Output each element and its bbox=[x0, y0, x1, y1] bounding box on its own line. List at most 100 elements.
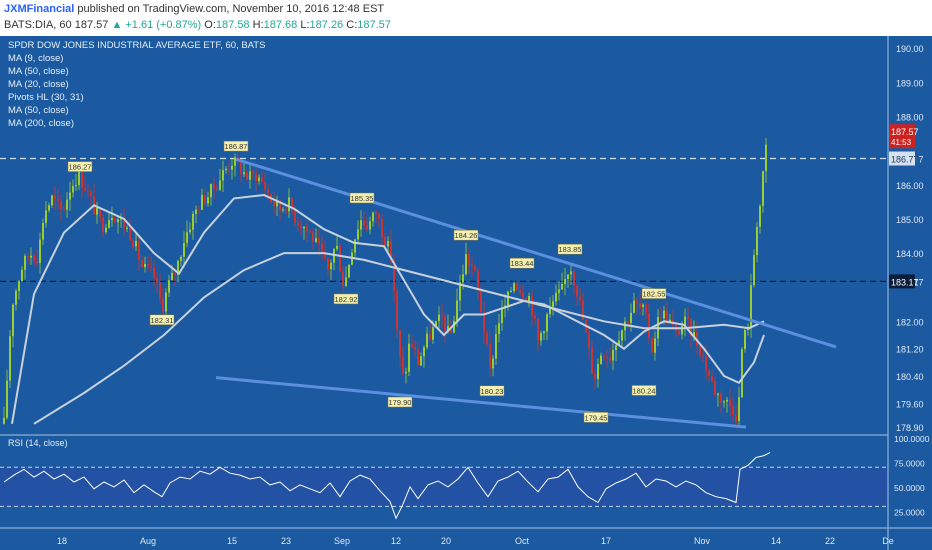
candle-body bbox=[366, 225, 368, 230]
price-tick-label: 182.00 bbox=[896, 317, 924, 327]
candle-body bbox=[603, 355, 605, 358]
study-legend-item: MA (200, close) bbox=[8, 118, 74, 129]
candle-body bbox=[81, 171, 83, 188]
candle-body bbox=[438, 314, 440, 322]
candle-body bbox=[381, 218, 383, 237]
pivot-label: 180.24 bbox=[633, 386, 656, 395]
candle-body bbox=[411, 343, 413, 347]
candle-body bbox=[54, 195, 56, 200]
candle-body bbox=[273, 202, 275, 207]
candle-body bbox=[654, 338, 656, 353]
candle-body bbox=[282, 209, 284, 211]
study-legend: RSI (14, close) SPDR DOW JONES INDUSTRIAL… bbox=[8, 40, 265, 448]
candle-body bbox=[216, 188, 218, 190]
candle-body bbox=[114, 218, 116, 223]
candle-body bbox=[687, 316, 689, 320]
candle-body bbox=[648, 313, 650, 338]
candle-body bbox=[102, 216, 104, 233]
candle-body bbox=[120, 218, 122, 220]
trendline bbox=[215, 376, 747, 429]
rsi-tick-label: 50.0000 bbox=[894, 483, 925, 493]
date-tick-label: 15 bbox=[227, 536, 237, 546]
symbol-label: BATS:DIA, 60 bbox=[4, 19, 72, 31]
candle-body bbox=[453, 320, 455, 333]
pivot-label-box bbox=[583, 412, 609, 423]
candle-body bbox=[627, 321, 629, 323]
candle-body bbox=[543, 331, 545, 334]
candle-body bbox=[714, 380, 716, 396]
candle-body bbox=[555, 292, 557, 302]
candle-body bbox=[726, 399, 728, 402]
candle-body bbox=[345, 277, 347, 287]
candle-body bbox=[312, 232, 314, 242]
price-tick-label: 190.00 bbox=[896, 44, 924, 54]
candle-body bbox=[540, 333, 542, 341]
candle-body bbox=[612, 350, 614, 361]
candle-body bbox=[534, 315, 536, 319]
last-price-label: 187.57 bbox=[891, 127, 919, 137]
candle-body bbox=[180, 256, 182, 261]
candle-body bbox=[645, 304, 647, 314]
candle-body bbox=[642, 304, 644, 308]
candle-body bbox=[12, 304, 14, 337]
candle-body bbox=[153, 267, 155, 278]
candle-body bbox=[36, 261, 38, 264]
study-legend-item: MA (9, close) bbox=[8, 53, 63, 64]
chart-canvas[interactable]: 186.27 182.31 186.87 182.92 185.35 179.90 184.… bbox=[0, 36, 932, 550]
candle-body bbox=[261, 177, 263, 183]
candle-body bbox=[507, 291, 509, 306]
rsi-legend: RSI (14, close) bbox=[8, 438, 68, 448]
candle-body bbox=[525, 298, 527, 302]
candle-body bbox=[33, 255, 35, 262]
candle-body bbox=[732, 406, 734, 416]
candle-body bbox=[342, 271, 344, 287]
candle-body bbox=[300, 225, 302, 229]
candle-body bbox=[75, 185, 77, 187]
pivot-label: 182.31 bbox=[151, 316, 174, 325]
candle-body bbox=[348, 264, 350, 278]
candle-body bbox=[600, 355, 602, 364]
candle-body bbox=[111, 218, 113, 221]
date-tick-label: 17 bbox=[601, 536, 611, 546]
candle-body bbox=[21, 269, 23, 282]
pivot-label-box bbox=[453, 229, 479, 241]
candle-body bbox=[225, 168, 227, 171]
candle-body bbox=[399, 330, 401, 357]
candle-body bbox=[210, 183, 212, 198]
author-link[interactable]: JXMFinancial bbox=[4, 3, 75, 15]
candle-body bbox=[636, 300, 638, 304]
candle-body bbox=[306, 226, 308, 231]
candle-body bbox=[267, 189, 269, 194]
candle-body bbox=[456, 300, 458, 321]
candle-body bbox=[186, 232, 188, 244]
candle-body bbox=[663, 310, 665, 319]
rsi-band bbox=[0, 467, 888, 507]
pivot-label: 180.23 bbox=[481, 387, 504, 396]
high-label: H: bbox=[252, 19, 264, 31]
candle-body bbox=[756, 226, 758, 256]
candle-body bbox=[522, 292, 524, 299]
candle-body bbox=[291, 197, 293, 211]
candle-body bbox=[735, 415, 737, 422]
candle-body bbox=[744, 330, 746, 350]
candle-body bbox=[621, 330, 623, 341]
candle-body bbox=[390, 241, 392, 261]
candle-body bbox=[201, 194, 203, 210]
candle-body bbox=[468, 254, 470, 266]
candle-body bbox=[492, 358, 494, 369]
candle-body bbox=[171, 272, 173, 281]
candle-body bbox=[450, 326, 452, 333]
candle-body bbox=[159, 282, 161, 299]
ma-slow-line bbox=[33, 252, 765, 425]
trendline bbox=[235, 157, 837, 349]
candle-body bbox=[702, 355, 704, 357]
rsi-tick-label: 75.0000 bbox=[894, 458, 925, 468]
level-tag bbox=[889, 151, 915, 166]
candle-body bbox=[465, 254, 467, 275]
candle-body bbox=[276, 200, 278, 207]
candle-body bbox=[516, 283, 518, 291]
candle-body bbox=[132, 240, 134, 247]
candle-body bbox=[384, 236, 386, 247]
candle-body bbox=[408, 343, 410, 372]
candle-body bbox=[753, 255, 755, 286]
